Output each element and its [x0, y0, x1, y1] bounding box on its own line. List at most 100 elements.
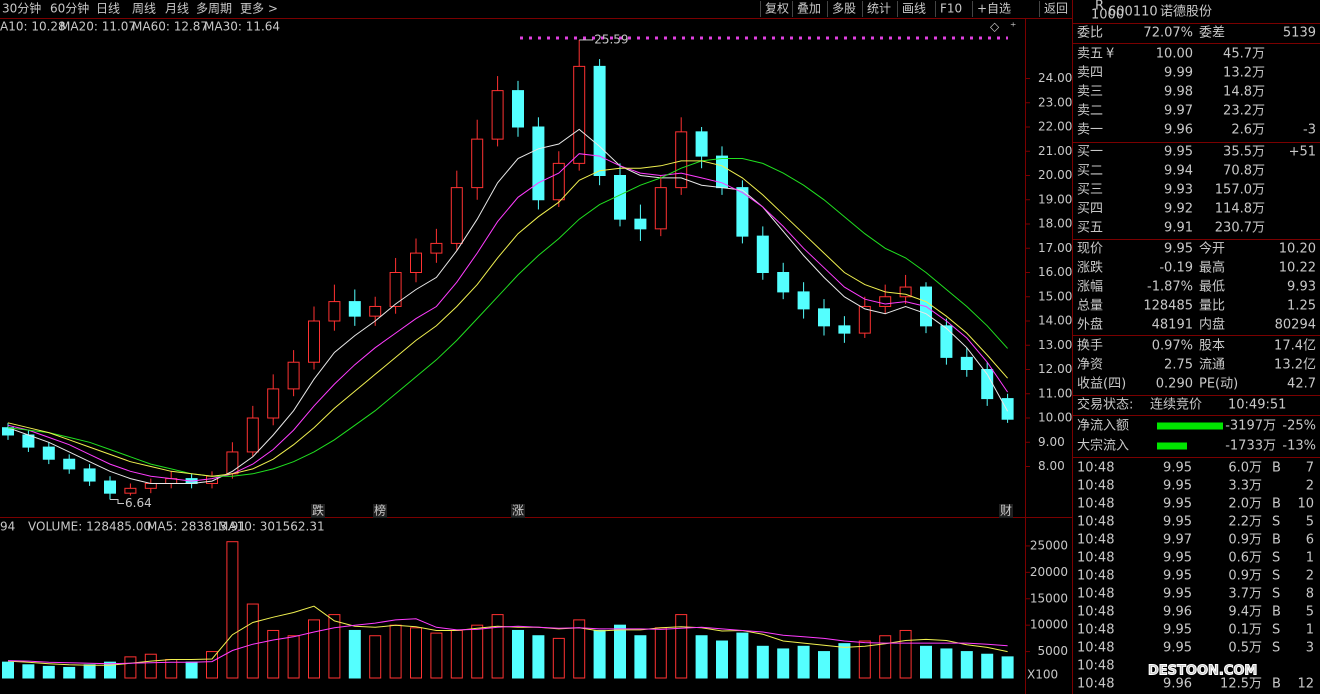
trade-count: 8: [1306, 587, 1314, 602]
trade-side: B: [1272, 605, 1281, 620]
toolbar-button[interactable]: 返回: [1044, 2, 1068, 16]
period-tab[interactable]: 周线: [132, 2, 156, 16]
status-label: 交易状态:: [1077, 397, 1133, 413]
toolbar-button[interactable]: F10: [940, 2, 962, 16]
y-tick-label: 5000: [1037, 644, 1068, 658]
trade-count: 10: [1297, 497, 1314, 512]
quote-value: 0.97%: [1152, 339, 1193, 354]
ma-line: [7, 160, 1008, 477]
toolbar-button[interactable]: 多股: [832, 2, 856, 16]
volume-bar: [818, 651, 830, 679]
y-tick-label: 17.00: [1038, 241, 1072, 255]
quote-label: 最高: [1199, 260, 1225, 276]
period-tab[interactable]: 30分钟: [2, 1, 41, 16]
trade-volume: 0.5万: [1228, 641, 1262, 656]
legend-entry: MA5: 283813.91: [147, 520, 246, 534]
candle-body: [512, 90, 524, 128]
trade-time: 10:48: [1077, 641, 1114, 656]
y-tick-label: 19.00: [1038, 192, 1072, 206]
trade-side: S: [1272, 515, 1280, 530]
flow-label: 大宗流入: [1077, 438, 1129, 454]
quote-value: 1.25: [1287, 299, 1316, 314]
candle-body: [818, 308, 830, 327]
volume-bar: [573, 619, 586, 679]
candle-body: [124, 487, 137, 494]
candle-body: [899, 286, 912, 298]
badge: 1000: [1091, 8, 1124, 23]
toolbar-button[interactable]: 复权: [765, 2, 789, 16]
trade-time: 10:48: [1077, 659, 1114, 674]
flow-bar: [1157, 442, 1187, 450]
quote-label: 量比: [1199, 299, 1225, 314]
toolbar-button[interactable]: 画线: [902, 2, 926, 16]
candle-body: [471, 138, 484, 189]
y-tick-label: 21.00: [1038, 144, 1072, 158]
volume-bar: [104, 661, 116, 679]
book-price: 9.91: [1164, 221, 1193, 236]
book-label: 买一: [1077, 145, 1103, 160]
book-change: +51: [1289, 145, 1316, 160]
period-tab[interactable]: 日线: [96, 2, 120, 16]
volume-bar: [287, 635, 300, 679]
toolbar-button[interactable]: 叠加: [797, 2, 821, 16]
book-price: 10.00: [1156, 47, 1193, 62]
y-tick-label: 25000: [1030, 538, 1068, 552]
book-label: 卖二: [1077, 104, 1103, 119]
volume-bar: [797, 645, 810, 679]
trade-count: 2: [1306, 479, 1314, 494]
status-time: 10:49:51: [1228, 398, 1286, 413]
volume-bar: [756, 645, 769, 679]
volume-bar: [267, 629, 280, 679]
y-tick-label: 10.00: [1038, 411, 1072, 425]
trade-volume: 0.9万: [1228, 533, 1262, 548]
volume-bar: [552, 637, 565, 679]
toolbar-button[interactable]: +自选: [977, 2, 1011, 16]
trade-price: 9.97: [1163, 533, 1192, 548]
book-volume: 23.2万: [1223, 104, 1265, 119]
candle-body: [675, 131, 688, 189]
event-marker: 涨: [512, 503, 524, 518]
book-price: 9.92: [1164, 202, 1193, 217]
candle-body: [573, 65, 586, 164]
volume-bar: [124, 656, 137, 679]
quote-value: -0.19: [1159, 261, 1193, 276]
candle-body: [348, 301, 361, 317]
period-tab[interactable]: 60分钟: [50, 1, 89, 16]
candle-body: [83, 468, 96, 482]
book-price: 9.98: [1164, 85, 1193, 100]
quote-value: 42.7: [1287, 377, 1316, 392]
trade-volume: 12.5万: [1220, 677, 1262, 692]
legend-entry: MA60: 12.87: [132, 20, 208, 34]
badge: R: [1095, 0, 1104, 14]
book-label: 买三: [1077, 183, 1103, 198]
event-badge: [373, 504, 387, 518]
quote-value: 128485: [1143, 299, 1193, 314]
annotation: 6.64: [125, 496, 152, 510]
book-volume: 45.7万: [1223, 47, 1265, 62]
y-tick-label: 18.00: [1038, 217, 1072, 231]
watermark: DESTOON.COM: [1148, 664, 1257, 679]
trade-count: 1: [1306, 551, 1314, 566]
y-tick-label: 13.00: [1038, 338, 1072, 352]
book-label: 卖三: [1077, 85, 1103, 100]
trade-count: 2: [1306, 569, 1314, 584]
event-badge: [999, 504, 1013, 518]
volume-bar: [614, 624, 626, 679]
toolbar-button[interactable]: 统计: [867, 2, 891, 16]
period-tab[interactable]: 更多 >: [240, 2, 278, 16]
period-tab[interactable]: 多周期: [196, 2, 232, 16]
quote-label: 总量: [1077, 299, 1103, 314]
quote-label: 收益(四): [1077, 377, 1126, 392]
volume-bar: [430, 632, 443, 679]
annotation: 25.59: [594, 32, 628, 46]
y-tick-label: 15000: [1030, 591, 1068, 605]
quote-label: 内盘: [1199, 317, 1225, 333]
volume-bar: [22, 664, 35, 679]
trade-time: 10:48: [1077, 587, 1114, 602]
book-price: 9.93: [1164, 183, 1193, 198]
y-tick-label: 9.00: [1038, 435, 1065, 449]
candle-body: [104, 480, 116, 494]
quote-label: 最低: [1199, 280, 1225, 295]
period-tab[interactable]: 月线: [165, 2, 189, 16]
volume-bar: [654, 627, 667, 679]
